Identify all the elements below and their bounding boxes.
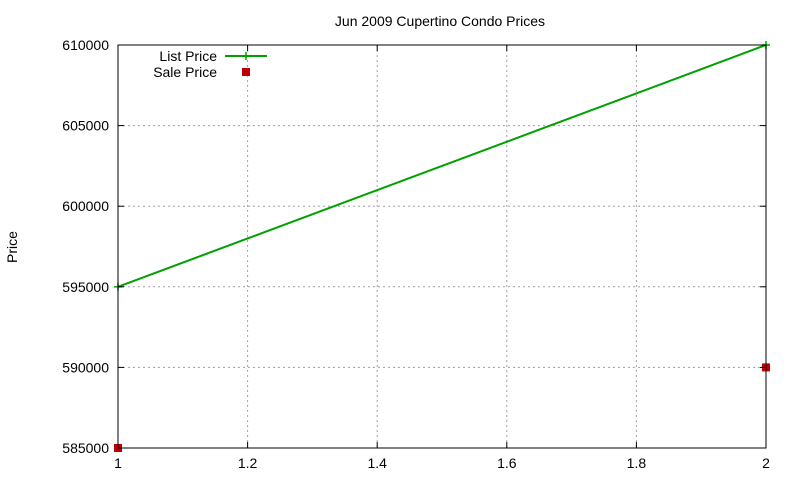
legend-marker-sale-price xyxy=(242,68,250,76)
legend-marker-list-price xyxy=(242,52,250,60)
y-tick-label: 600000 xyxy=(62,198,109,214)
x-tick-label: 1.4 xyxy=(367,455,387,471)
plot-series xyxy=(114,41,770,452)
chart-title: Jun 2009 Cupertino Condo Prices xyxy=(335,13,545,29)
x-tick-label: 1 xyxy=(114,455,122,471)
legend-label-list-price: List Price xyxy=(159,48,217,64)
x-tick-label: 1.6 xyxy=(497,455,517,471)
y-tick-label: 605000 xyxy=(62,118,109,134)
plot-frame xyxy=(117,44,767,449)
legend-label-sale-price: Sale Price xyxy=(153,64,217,80)
x-tick-label: 1.2 xyxy=(238,455,258,471)
x-tick-label: 1.8 xyxy=(627,455,647,471)
tick-labels: 1 1.2 1.4 1.6 1.8 2 585000 590000 595000 600000 60… xyxy=(62,37,770,471)
y-tick-label: 585000 xyxy=(62,440,109,456)
y-tick-label: 610000 xyxy=(62,37,109,53)
x-tick-label: 2 xyxy=(762,455,770,471)
y-tick-label: 595000 xyxy=(62,279,109,295)
list-price-line xyxy=(117,44,767,288)
y-axis-label: Price xyxy=(4,231,20,263)
grid-lines xyxy=(118,45,766,448)
y-tick-label: 590000 xyxy=(62,359,109,375)
